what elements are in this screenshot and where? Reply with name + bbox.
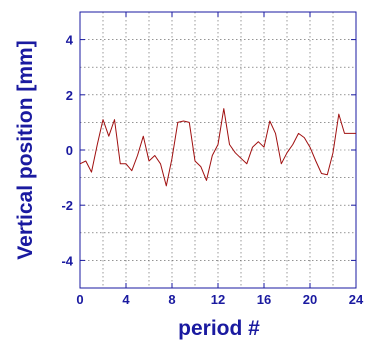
x-tick-label: 8 [168,292,175,307]
x-tick-label: 20 [303,292,317,307]
x-tick-label: 0 [76,292,83,307]
y-tick-label: -4 [61,253,73,268]
x-tick-label: 16 [257,292,271,307]
y-tick-label: 4 [66,33,74,48]
y-axis-title: Vertical position [mm] [14,40,37,259]
y-tick-label: 0 [66,143,73,158]
series-layer [79,108,356,187]
grid-lines [80,12,356,288]
tick-marks [79,12,357,288]
x-tick-label: 4 [122,292,130,307]
x-tick-label: 12 [211,292,225,307]
y-tick-label: 2 [66,88,73,103]
x-axis-title: period # [178,317,260,340]
x-tick-label: 24 [349,292,364,307]
series-line [79,108,356,187]
y-tick-label: -2 [61,198,73,213]
